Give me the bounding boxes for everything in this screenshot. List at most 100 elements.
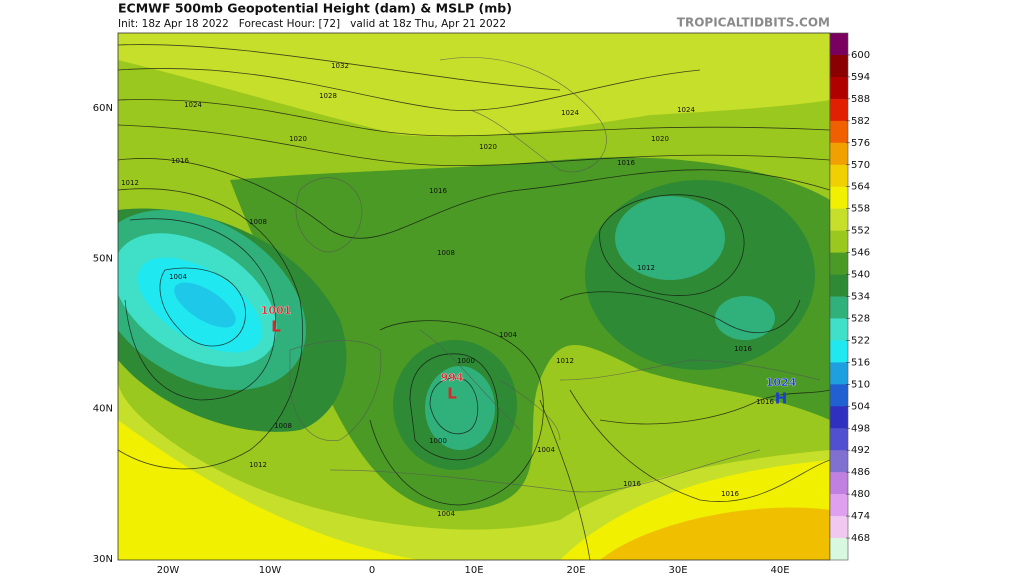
pressure-center-letter: L [271, 318, 281, 336]
colorbar-segment [830, 296, 848, 319]
colorbar-segment [830, 98, 848, 122]
field-576 [600, 507, 830, 560]
isobar-label: 1016 [623, 480, 641, 488]
colorbar-segment [830, 362, 848, 385]
field-570 [118, 420, 420, 560]
colorbar-label: 492 [851, 445, 870, 456]
colorbar-label: 516 [851, 357, 870, 368]
colorbar-segment [830, 384, 848, 407]
lon-label: 40E [770, 565, 789, 576]
pressure-center-letter: L [447, 385, 457, 403]
isobar-label: 1016 [429, 187, 447, 195]
lat-label: 40N [93, 404, 113, 415]
pressure-center-letter: H [775, 390, 788, 408]
isobar-label: 1004 [437, 510, 455, 518]
colorbar-label: 558 [851, 204, 870, 215]
isobar-label: 1016 [756, 398, 774, 406]
colorbar-segment [830, 230, 848, 253]
isobar-label: 1004 [537, 446, 555, 454]
colorbar-segment [830, 406, 848, 429]
colorbar-segment [830, 142, 848, 166]
pressure-center-value: 994 [441, 371, 464, 384]
colorbar-label: 528 [851, 313, 870, 324]
colorbar-label: 510 [851, 379, 870, 390]
colorbar-label: 576 [851, 138, 870, 149]
isobar-label: 1000 [457, 357, 475, 365]
pressure-center-value: 1001 [261, 304, 292, 317]
title: ECMWF 500mb Geopotential Height (dam) & … [118, 1, 512, 16]
isobar-label: 1020 [289, 135, 307, 143]
colorbar-label: 552 [851, 226, 870, 237]
colorbar-segment [830, 318, 848, 341]
colorbar-segment [830, 472, 848, 495]
lon-label: 0 [369, 565, 375, 576]
coastlines [289, 57, 821, 493]
colorbar-label: 468 [851, 533, 870, 544]
isobar-label: 1008 [437, 249, 455, 257]
colorbar-segment [830, 164, 848, 188]
isobar-label: 1016 [721, 490, 739, 498]
map-area [118, 33, 830, 560]
colorbar-label: 522 [851, 335, 870, 346]
isobar-label: 1000 [429, 437, 447, 445]
lat-label: 50N [93, 253, 113, 264]
colorbar-label: 486 [851, 467, 870, 478]
colorbar-segment [830, 340, 848, 363]
site-label: TROPICALTIDBITS.COM [677, 16, 830, 30]
colorbar-label: 570 [851, 160, 870, 171]
colorbar-segment [830, 54, 848, 78]
colorbar-segment [830, 538, 848, 561]
isobars [118, 44, 830, 560]
colorbar-segment [830, 252, 848, 275]
isobar-label: 1004 [499, 331, 517, 339]
colorbar-label: 504 [851, 401, 870, 412]
field-540 [425, 366, 495, 450]
isobar-label: 1028 [319, 92, 337, 100]
colorbar-label: 498 [851, 423, 870, 434]
isobar-label: 1024 [677, 106, 695, 114]
colorbar-segment [830, 274, 848, 297]
isobar-label: 1008 [249, 218, 267, 226]
lon-label: 20E [566, 565, 585, 576]
colorbar-segment [830, 33, 848, 56]
colorbar-segment [830, 120, 848, 144]
colorbar-segment [830, 428, 848, 451]
isobar-label: 1016 [617, 159, 635, 167]
colorbar-segment [830, 186, 848, 209]
isobar-label: 1012 [556, 357, 574, 365]
colorbar-label: 582 [851, 116, 870, 127]
colorbar-segment [830, 208, 848, 231]
isobar-label: 1020 [651, 135, 669, 143]
colorbar-label: 594 [851, 72, 870, 83]
colorbar-label: 546 [851, 248, 870, 259]
colorbar-label: 600 [851, 50, 870, 61]
field-522 [174, 282, 236, 328]
pressure-center-value: 1024 [766, 376, 797, 389]
lon-label: 10W [259, 565, 282, 576]
isobar-label: 1020 [479, 143, 497, 151]
isobar-label: 1024 [561, 109, 579, 117]
lat-label: 60N [93, 103, 113, 114]
isobar-label: 1004 [169, 273, 187, 281]
colorbar-segment [830, 516, 848, 539]
lon-label: 10E [464, 565, 483, 576]
field-540 [615, 196, 725, 280]
field-540 [715, 296, 775, 340]
colorbar-label: 588 [851, 94, 870, 105]
isobar-label: 1024 [184, 101, 202, 109]
isobar-label: 1032 [331, 62, 349, 70]
isobar-label: 1012 [637, 264, 655, 272]
lon-label: 30E [668, 565, 687, 576]
isobar-label: 1012 [249, 461, 267, 469]
isobar-label: 1016 [734, 345, 752, 353]
isobar-label: 1008 [274, 422, 292, 430]
lon-label: 20W [157, 565, 180, 576]
colorbar-segment [830, 450, 848, 473]
isobar-label: 1016 [171, 157, 189, 165]
colorbar-segment [830, 494, 848, 517]
isobar-label: 1012 [121, 179, 139, 187]
subtitle: Init: 18z Apr 18 2022 Forecast Hour: [72… [118, 18, 506, 30]
colorbar-label: 540 [851, 270, 870, 281]
colorbar-label: 474 [851, 511, 870, 522]
